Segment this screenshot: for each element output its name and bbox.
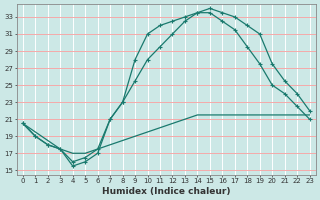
X-axis label: Humidex (Indice chaleur): Humidex (Indice chaleur)	[102, 187, 230, 196]
